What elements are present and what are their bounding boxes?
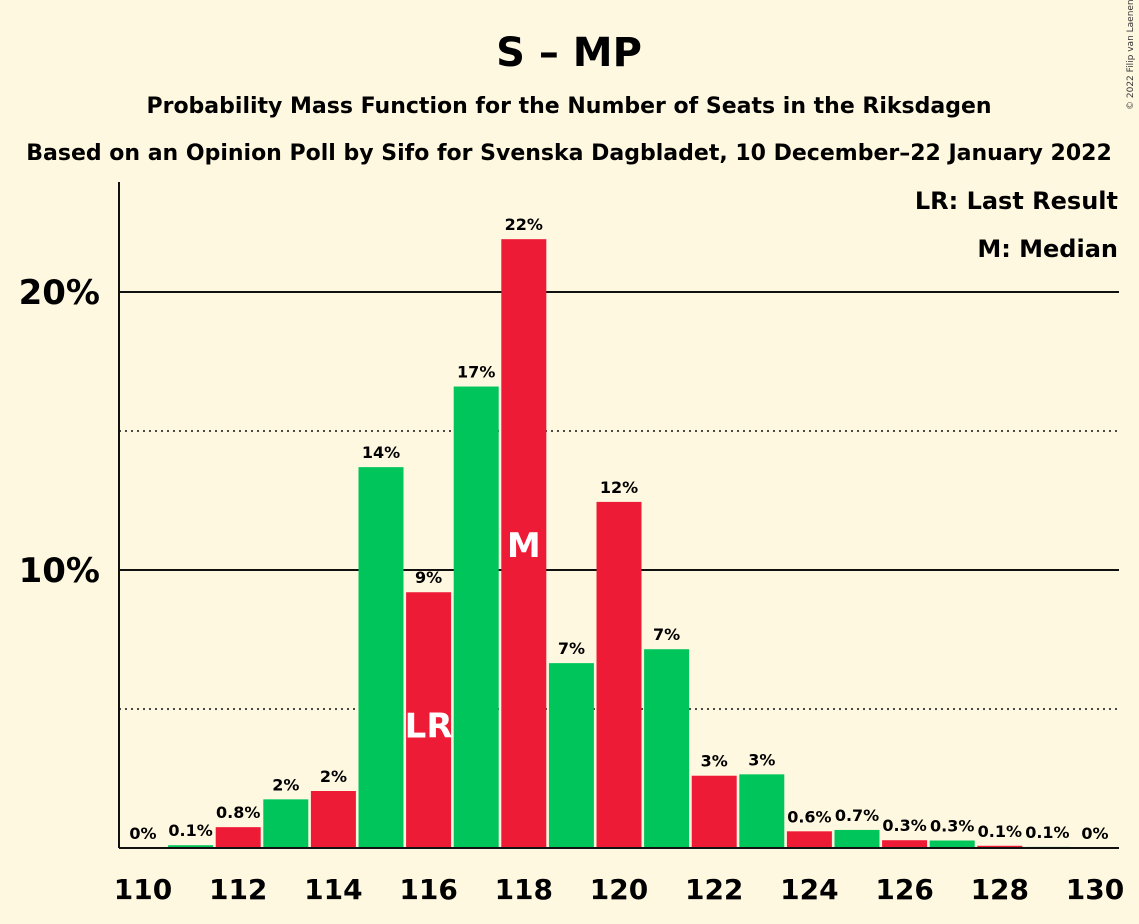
x-tick-label-118: 118	[495, 873, 553, 906]
bar-127	[929, 840, 975, 848]
bar-117	[453, 386, 499, 848]
legend-entry: M: Median	[977, 235, 1118, 263]
bar-123	[739, 774, 785, 848]
chart-title: S – MP	[496, 30, 642, 76]
x-tick-label-112: 112	[209, 873, 267, 906]
data-label-122: 3%	[701, 752, 728, 771]
bar-118	[501, 239, 547, 848]
data-label-111: 0.1%	[168, 821, 212, 840]
data-label-112: 0.8%	[216, 803, 260, 822]
bar-121	[644, 649, 690, 848]
y-tick-label: 10%	[19, 551, 100, 591]
data-label-125: 0.7%	[835, 806, 879, 825]
data-label-116: 9%	[415, 568, 442, 587]
bar-126	[882, 840, 928, 848]
data-label-123: 3%	[748, 750, 775, 769]
x-tick-label-128: 128	[971, 873, 1029, 906]
data-label-115: 14%	[362, 443, 400, 462]
x-tick-label-126: 126	[875, 873, 933, 906]
data-label-124: 0.6%	[787, 807, 831, 826]
data-label-128: 0.1%	[978, 822, 1022, 841]
x-tick-label-124: 124	[780, 873, 838, 906]
marker-m: M	[507, 526, 541, 566]
data-label-114: 2%	[320, 767, 347, 786]
data-label-119: 7%	[558, 639, 585, 658]
x-tick-label-122: 122	[685, 873, 743, 906]
bar-113	[263, 799, 309, 848]
bar-120	[596, 501, 642, 848]
y-tick-label: 20%	[19, 273, 100, 313]
bar-112	[215, 827, 261, 848]
x-tick-label-114: 114	[304, 873, 362, 906]
legend-entry: LR: Last Result	[915, 187, 1118, 215]
bar-114	[310, 791, 356, 848]
bar-124	[786, 831, 832, 848]
data-label-113: 2%	[272, 775, 299, 794]
chart-subtitle: Probability Mass Function for the Number…	[146, 94, 991, 119]
bar-122	[691, 775, 737, 848]
data-label-117: 17%	[457, 363, 495, 382]
bar-128	[977, 845, 1023, 848]
data-label-129: 0.1%	[1025, 823, 1069, 842]
data-label-130: 0%	[1081, 824, 1108, 843]
legend: LR: Last Result M: Median	[915, 187, 1118, 263]
bar-119	[548, 663, 594, 848]
copyright-notice: © 2022 Filip van Laenen	[1126, 0, 1136, 110]
x-tick-label-120: 120	[590, 873, 648, 906]
data-label-126: 0.3%	[882, 816, 926, 835]
data-label-120: 12%	[600, 478, 638, 497]
data-label-118: 22%	[505, 215, 543, 234]
bar-111	[168, 845, 214, 848]
data-label-110: 0%	[129, 824, 156, 843]
x-tick-label-110: 110	[114, 873, 172, 906]
data-label-121: 7%	[653, 625, 680, 644]
x-tick-label-116: 116	[399, 873, 457, 906]
chart-subtitle-poll: Based on an Opinion Poll by Sifo for Sve…	[26, 141, 1112, 166]
axes: 10% 20% 110 112 114 116 118 120 122 124 126 128 130	[19, 182, 1124, 906]
bar-116	[406, 592, 452, 848]
bar-125	[834, 829, 880, 848]
x-tick-label-130: 130	[1066, 873, 1124, 906]
data-label-127: 0.3%	[930, 816, 974, 835]
marker-lr: LR	[405, 707, 453, 747]
bar-115	[358, 467, 404, 848]
